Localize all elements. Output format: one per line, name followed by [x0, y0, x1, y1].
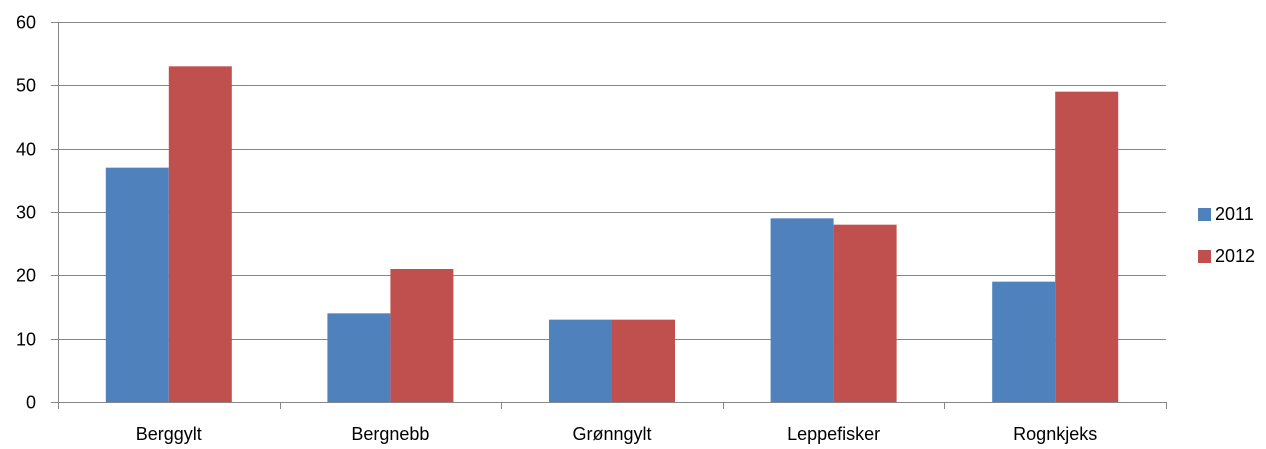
bar-2011-leppefisker	[770, 218, 834, 402]
x-tick-label: Berggylt	[136, 424, 202, 444]
y-tick-label: 60	[16, 13, 36, 33]
x-axis-tick-labels: Berggylt Bergnebb Grønngylt Leppefisker Rogn…	[136, 424, 1097, 444]
legend-label: 2012	[1215, 246, 1255, 266]
bar-2012-grønngylt	[612, 319, 675, 402]
axes	[51, 22, 1167, 409]
y-tick-label: 20	[16, 266, 36, 286]
bar-2012-rognkjeks	[1055, 91, 1119, 403]
x-tick-label: Grønngylt	[572, 424, 651, 444]
bar-2011-bergnebb	[327, 313, 391, 402]
legend-swatch-2011	[1198, 208, 1211, 221]
y-axis-tick-labels: 0 10 20 30 40 50 60	[16, 13, 36, 413]
y-tick-label: 10	[16, 330, 36, 350]
bar-2012-bergnebb	[390, 269, 454, 402]
y-tick-label: 0	[26, 393, 36, 413]
bar-2012-leppefisker	[833, 224, 897, 402]
gridlines	[58, 22, 1166, 340]
y-tick-label: 40	[16, 140, 36, 160]
legend-label: 2011	[1215, 204, 1254, 224]
x-tick-label: Bergnebb	[351, 424, 429, 444]
legend-swatch-2012	[1198, 250, 1211, 263]
bar-2011-grønngylt	[549, 319, 612, 402]
bars	[105, 66, 1119, 403]
y-tick-label: 50	[16, 76, 36, 96]
y-tick-label: 30	[16, 203, 36, 223]
legend: 2011 2012	[1198, 204, 1255, 266]
bar-2011-rognkjeks	[992, 281, 1056, 402]
x-tick-label: Rognkjeks	[1013, 424, 1097, 444]
bar-2012-berggylt	[168, 66, 232, 402]
bar-2011-berggylt	[105, 167, 169, 402]
x-tick-label: Leppefisker	[787, 424, 880, 444]
